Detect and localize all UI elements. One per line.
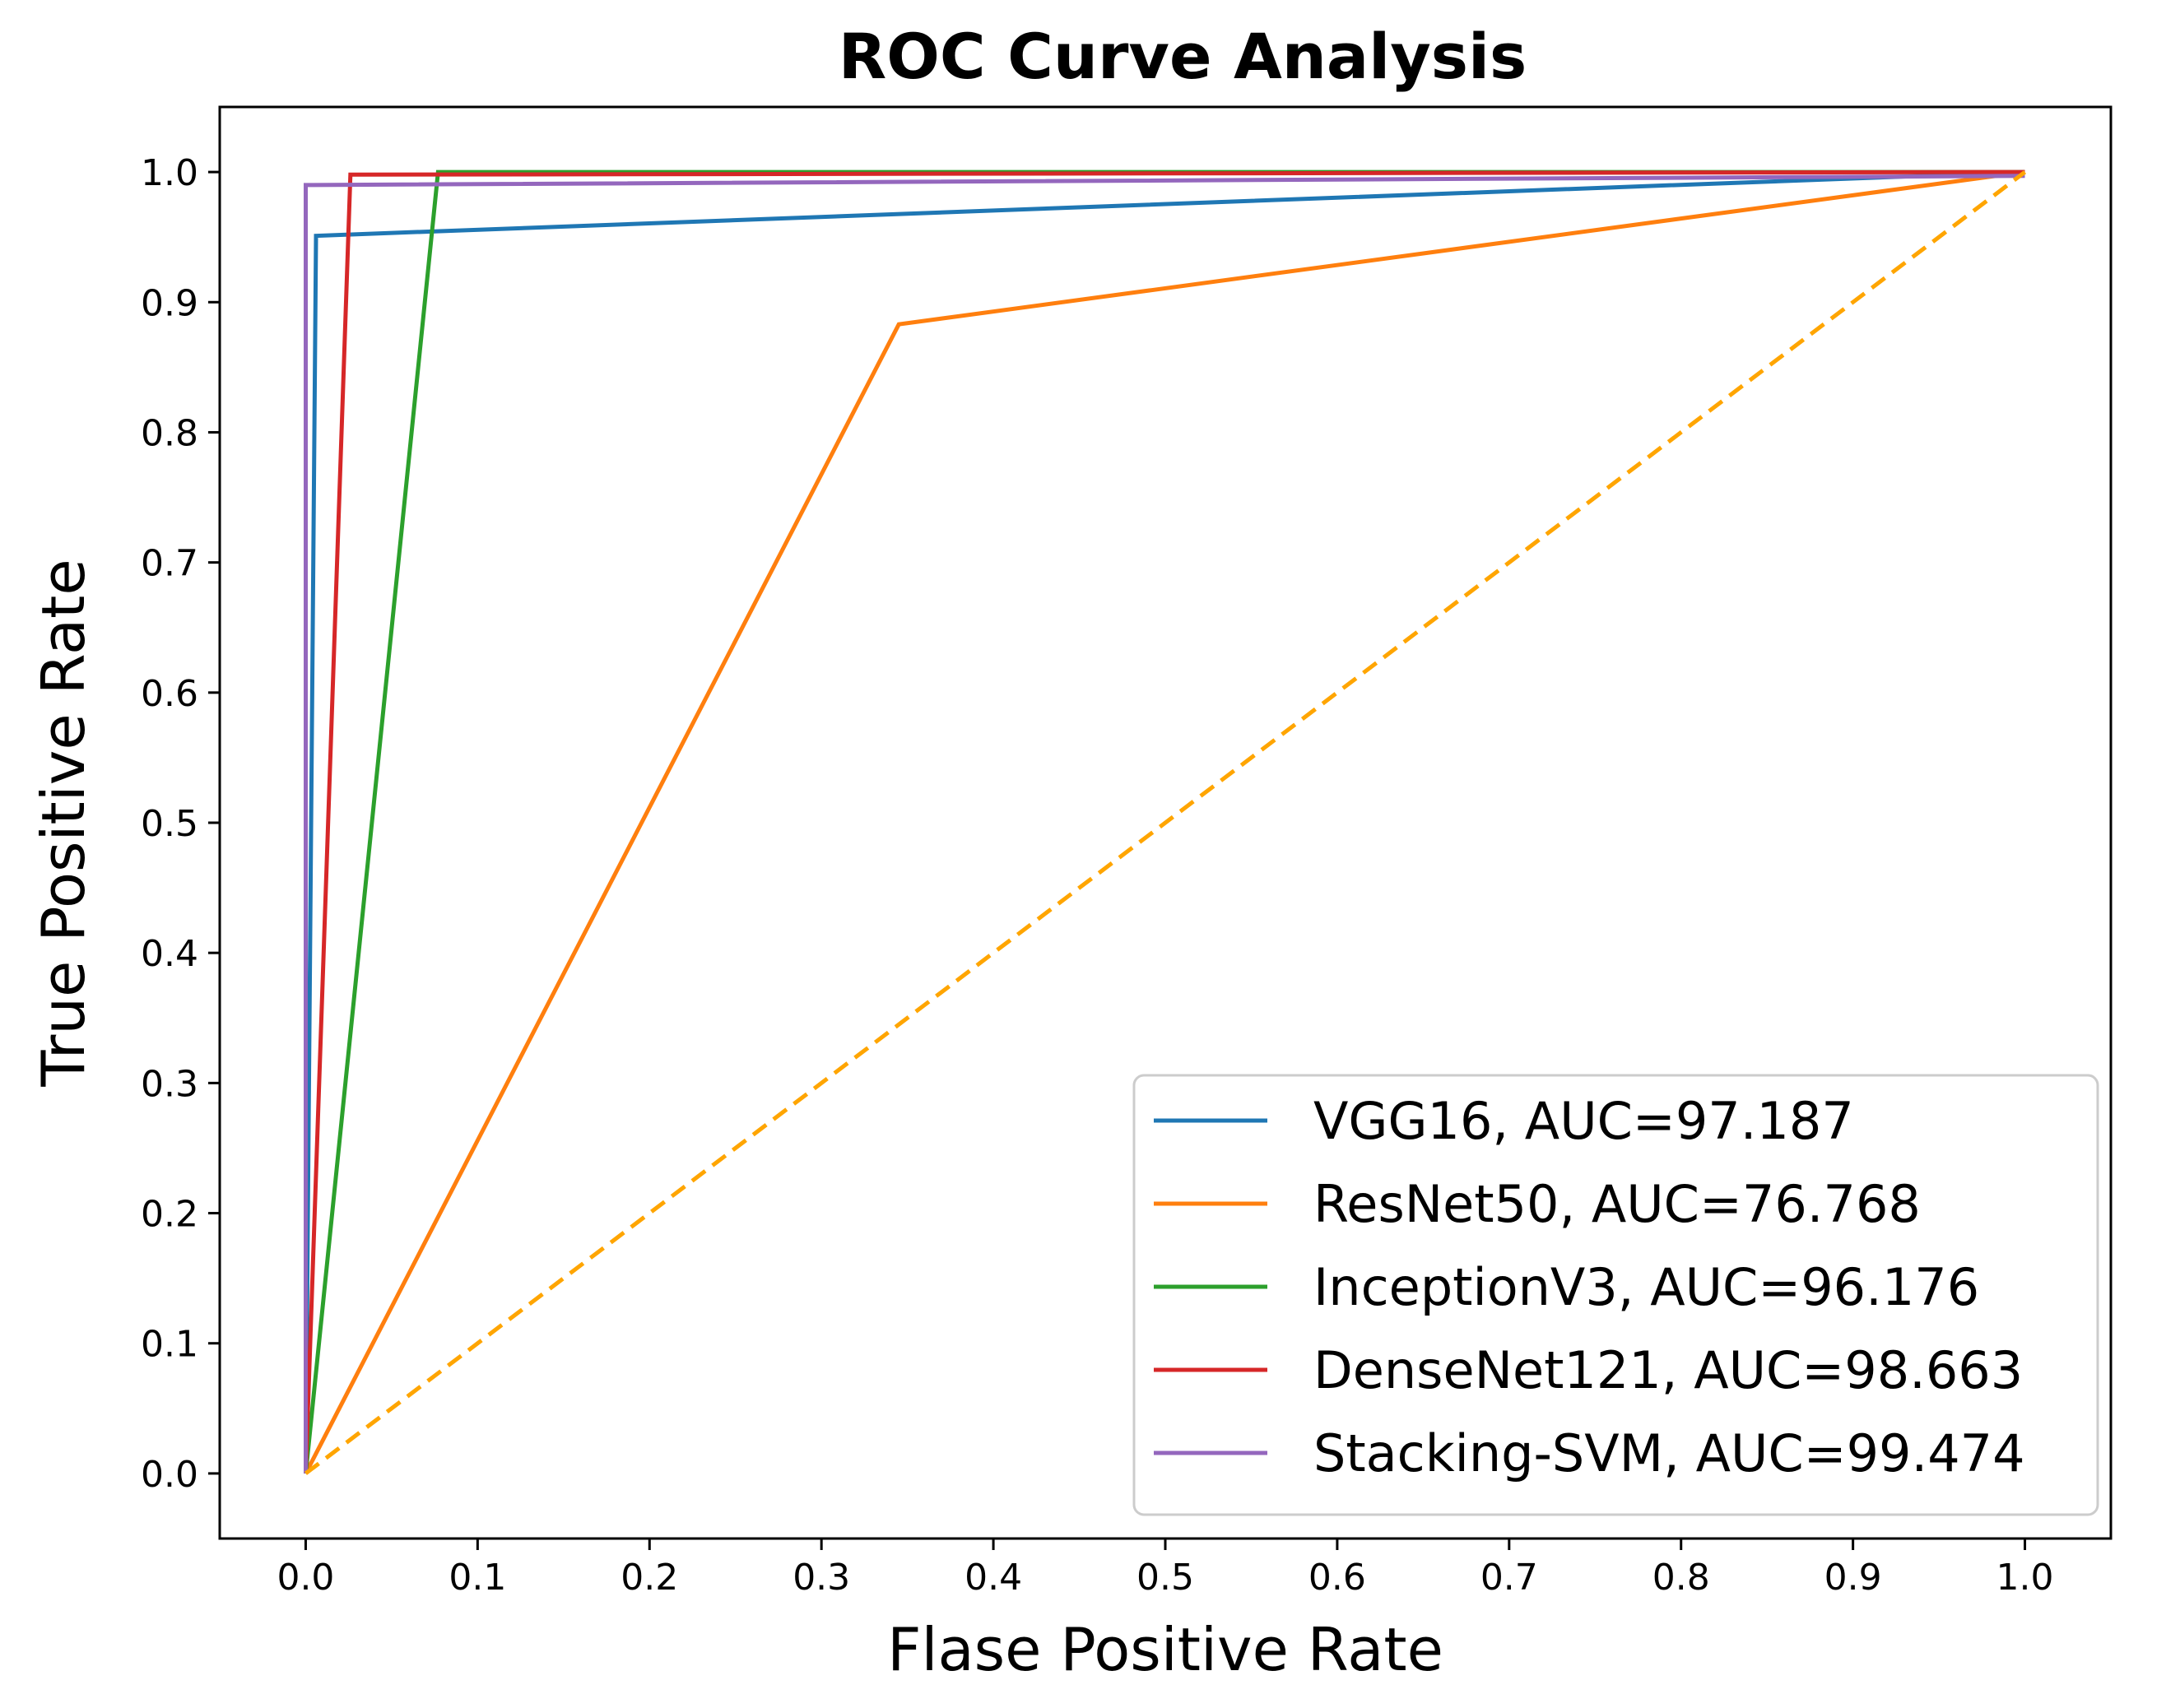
- y-tick-label: 0.9: [141, 282, 198, 324]
- series-line-1: [304, 169, 2025, 1474]
- y-axis-ticks: 0.0 0.1 0.2 0.3 0.4 0.5 0.6 0.7 0.8 0.9 1.0: [141, 152, 220, 1496]
- y-tick-label: 0.2: [141, 1194, 198, 1236]
- legend-label: InceptionV3, AUC=96.176: [1313, 1257, 1979, 1317]
- x-tick-label: 0.9: [1824, 1557, 1882, 1599]
- x-tick-label: 0.4: [964, 1557, 1022, 1599]
- y-tick-label: 0.8: [141, 412, 198, 454]
- legend-label: VGG16, AUC=97.187: [1313, 1091, 1854, 1151]
- reference-diagonal-line: [304, 170, 2027, 1475]
- x-tick-label: 0.3: [792, 1557, 850, 1599]
- legend-box: [1132, 1074, 2099, 1516]
- y-axis-label: True Positive Rate: [29, 559, 98, 1087]
- y-tick-label: 0.4: [141, 933, 198, 975]
- legend: VGG16, AUC=97.187 ResNet50, AUC=76.768 Inc…: [1132, 1074, 2099, 1516]
- x-axis-ticks: 0.0 0.1 0.2 0.3 0.4 0.5 0.6 0.7 0.8 0.9 1.0: [277, 1539, 2054, 1599]
- x-tick-label: 0.7: [1480, 1557, 1538, 1599]
- y-tick-label: 0.3: [141, 1063, 198, 1105]
- y-tick-label: 0.6: [141, 673, 198, 715]
- y-tick-label: 0.7: [141, 543, 198, 585]
- x-tick-label: 0.2: [621, 1557, 678, 1599]
- x-tick-label: 0.1: [449, 1557, 506, 1599]
- series-line-4: [304, 169, 2025, 1474]
- plot-area: [304, 169, 2027, 1475]
- x-tick-label: 0.8: [1652, 1557, 1710, 1599]
- x-tick-label: 0.0: [277, 1557, 334, 1599]
- x-tick-label: 0.6: [1308, 1557, 1366, 1599]
- x-axis-label: Flase Positive Rate: [887, 1615, 1443, 1684]
- y-tick-label: 0.5: [141, 803, 198, 845]
- y-tick-label: 1.0: [141, 152, 198, 194]
- legend-label: ResNet50, AUC=76.768: [1313, 1174, 1921, 1234]
- series-line-5: [304, 174, 2025, 1474]
- y-tick-label: 0.0: [141, 1454, 198, 1496]
- x-tick-label: 0.5: [1136, 1557, 1194, 1599]
- legend-label: DenseNet121, AUC=98.663: [1313, 1340, 2023, 1400]
- chart-title: ROC Curve Analysis: [839, 20, 1527, 93]
- series-line-2: [304, 169, 2025, 1475]
- legend-label: Stacking-SVM, AUC=99.474: [1313, 1423, 2025, 1483]
- x-tick-label: 1.0: [1996, 1557, 2054, 1599]
- y-tick-label: 0.1: [141, 1324, 198, 1366]
